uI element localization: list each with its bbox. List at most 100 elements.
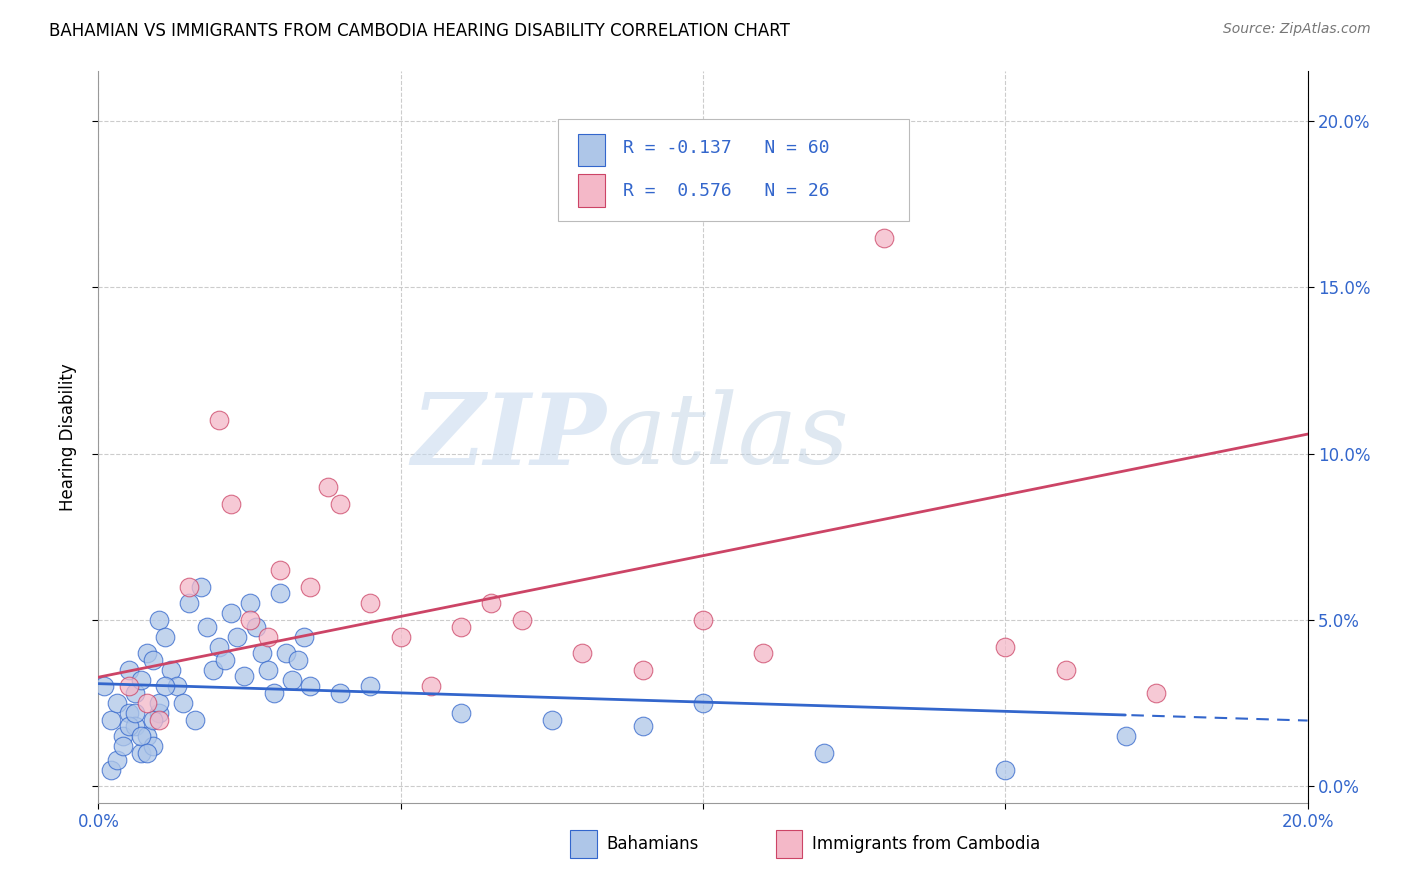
Text: ZIP: ZIP	[412, 389, 606, 485]
Point	[873, 230, 896, 244]
Point	[124, 719, 146, 733]
Point	[160, 663, 183, 677]
Point	[166, 680, 188, 694]
Point	[148, 613, 170, 627]
Point	[752, 646, 775, 660]
Point	[250, 646, 273, 660]
Point	[631, 663, 654, 677]
Point	[118, 663, 141, 677]
Point	[329, 497, 352, 511]
Point	[360, 596, 382, 610]
Point	[195, 619, 218, 633]
Text: Bahamians: Bahamians	[606, 835, 699, 853]
Point	[389, 630, 412, 644]
Point	[813, 746, 835, 760]
Text: Source: ZipAtlas.com: Source: ZipAtlas.com	[1223, 22, 1371, 37]
Point	[1054, 663, 1077, 677]
Point	[221, 497, 243, 511]
Point	[299, 580, 322, 594]
Point	[214, 653, 236, 667]
Point	[281, 673, 304, 687]
Point	[129, 746, 152, 760]
Point	[135, 729, 157, 743]
Point	[208, 413, 231, 427]
Text: BAHAMIAN VS IMMIGRANTS FROM CAMBODIA HEARING DISABILITY CORRELATION CHART: BAHAMIAN VS IMMIGRANTS FROM CAMBODIA HEA…	[49, 22, 790, 40]
Point	[135, 696, 157, 710]
Point	[292, 630, 315, 644]
Point	[256, 663, 278, 677]
Point	[245, 619, 267, 633]
Point	[450, 619, 472, 633]
Y-axis label: Hearing Disability: Hearing Disability	[59, 363, 77, 511]
Point	[118, 706, 141, 720]
Point	[510, 613, 533, 627]
Point	[135, 646, 157, 660]
Point	[232, 669, 254, 683]
Text: R = -0.137   N = 60: R = -0.137 N = 60	[623, 139, 830, 157]
Point	[148, 713, 170, 727]
Point	[202, 663, 225, 677]
Point	[274, 646, 297, 660]
Bar	[578, 174, 605, 207]
Point	[481, 596, 503, 610]
Point	[179, 596, 201, 610]
Point	[135, 746, 157, 760]
Point	[450, 706, 472, 720]
Point	[226, 630, 249, 644]
Point	[111, 739, 134, 754]
Bar	[776, 830, 803, 858]
Point	[118, 680, 141, 694]
Point	[420, 680, 443, 694]
Bar	[578, 134, 605, 167]
Point	[316, 480, 339, 494]
Point	[571, 646, 593, 660]
Point	[360, 680, 382, 694]
Bar	[569, 830, 596, 858]
Point	[208, 640, 231, 654]
Point	[142, 739, 165, 754]
Point	[129, 729, 152, 743]
Point	[692, 613, 714, 627]
Point	[111, 729, 134, 743]
Point	[124, 686, 146, 700]
Point	[118, 719, 141, 733]
Point	[269, 563, 291, 577]
Point	[105, 753, 128, 767]
Point	[124, 706, 146, 720]
Point	[269, 586, 291, 600]
Point	[179, 580, 201, 594]
Point	[172, 696, 194, 710]
Point	[153, 680, 176, 694]
Point	[221, 607, 243, 621]
Point	[256, 630, 278, 644]
Point	[93, 680, 115, 694]
FancyBboxPatch shape	[558, 119, 908, 221]
Point	[100, 713, 122, 727]
Point	[329, 686, 352, 700]
Point	[105, 696, 128, 710]
Point	[148, 696, 170, 710]
Point	[631, 719, 654, 733]
Point	[129, 673, 152, 687]
Point	[142, 653, 165, 667]
Point	[287, 653, 309, 667]
Point	[1115, 729, 1137, 743]
Point	[153, 630, 176, 644]
Point	[1144, 686, 1167, 700]
Point	[100, 763, 122, 777]
Text: Immigrants from Cambodia: Immigrants from Cambodia	[811, 835, 1040, 853]
Point	[994, 763, 1017, 777]
Point	[692, 696, 714, 710]
Point	[299, 680, 322, 694]
Point	[994, 640, 1017, 654]
Point	[263, 686, 285, 700]
Point	[540, 713, 562, 727]
Point	[148, 706, 170, 720]
Point	[190, 580, 212, 594]
Text: R =  0.576   N = 26: R = 0.576 N = 26	[623, 182, 830, 200]
Text: atlas: atlas	[606, 390, 849, 484]
Point	[239, 596, 262, 610]
Point	[239, 613, 262, 627]
Point	[142, 713, 165, 727]
Point	[184, 713, 207, 727]
